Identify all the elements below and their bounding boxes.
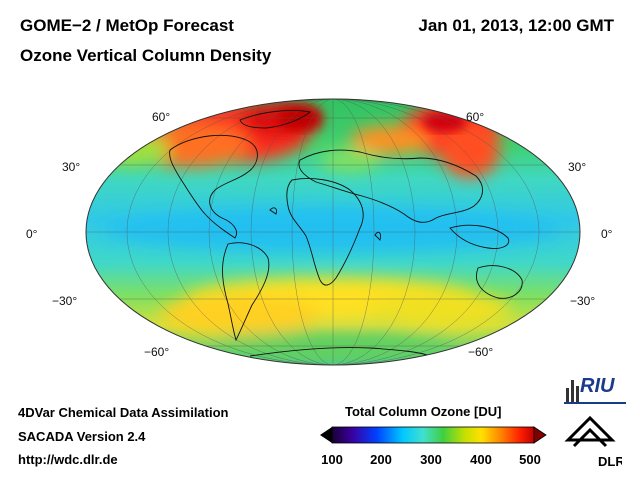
lat-label-right-30: 30° — [568, 160, 587, 174]
graticule — [86, 99, 580, 365]
subtitle: Ozone Vertical Column Density — [20, 46, 272, 65]
map-border — [85, 98, 581, 366]
riu-logo-text: RIU — [580, 375, 615, 397]
footer-line-2: SACADA Version 2.4 — [18, 429, 146, 444]
lat-label-right-60: 60° — [466, 110, 485, 124]
colorbar-tick-500: 500 — [519, 452, 541, 467]
lat-label-right-m60: −60° — [468, 345, 494, 359]
coastlines — [169, 110, 523, 357]
lat-label-left-60: 60° — [152, 110, 171, 124]
lat-label-left-m30: −30° — [52, 294, 78, 308]
colorbar-min-arrow — [320, 427, 332, 443]
dlr-logo: DLR — [564, 415, 622, 468]
footer-line-3: http://wdc.dlr.de — [18, 452, 118, 467]
lat-label-right-m30: −30° — [570, 294, 596, 308]
lat-label-left-30: 30° — [62, 160, 81, 174]
ozone-map — [85, 98, 581, 366]
ozone-field — [86, 99, 580, 365]
colorbar-tick-400: 400 — [470, 452, 492, 467]
lat-label-left-0: 0° — [26, 227, 38, 241]
colorbar-tick-200: 200 — [370, 452, 392, 467]
title-left: GOME−2 / MetOp Forecast — [20, 16, 234, 35]
colorbar-tick-100: 100 — [321, 452, 343, 467]
dlr-logo-text: DLR — [598, 454, 622, 468]
footer-line-1: 4DVar Chemical Data Assimilation — [18, 405, 229, 420]
lat-label-left-m60: −60° — [144, 345, 170, 359]
colorbar-title: Total Column Ozone [DU] — [345, 404, 502, 419]
riu-logo: RIU — [564, 375, 626, 404]
lat-label-right-0: 0° — [601, 227, 613, 241]
colorbar — [320, 426, 547, 444]
colorbar-max-arrow — [533, 426, 547, 444]
colorbar-tick-300: 300 — [420, 452, 442, 467]
title-right: Jan 01, 2013, 12:00 GMT — [418, 16, 614, 35]
